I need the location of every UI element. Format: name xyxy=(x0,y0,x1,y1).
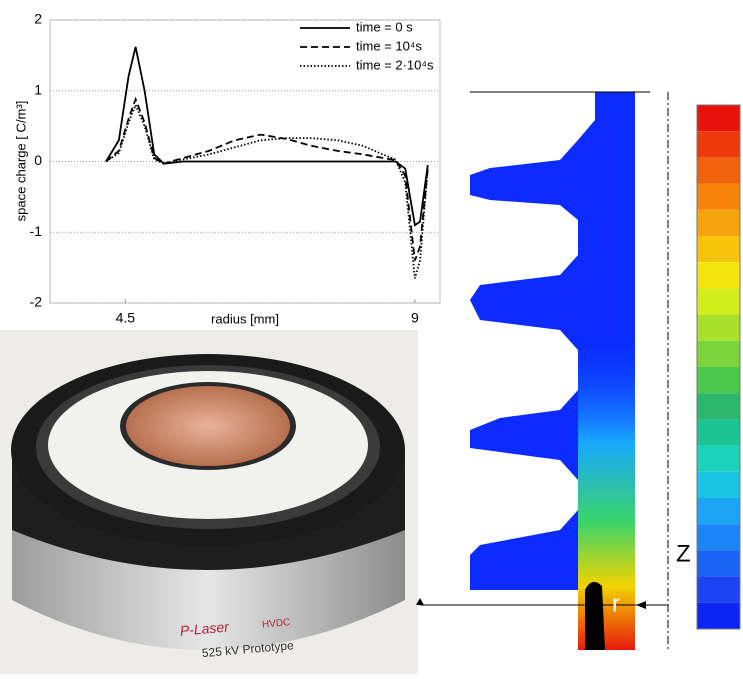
colorbar-band xyxy=(697,524,740,551)
colorbar-band xyxy=(697,157,740,184)
field-hotspot xyxy=(578,330,635,650)
colorbar-band xyxy=(697,209,740,236)
x-axis-label: radius [mm] xyxy=(211,311,279,326)
colorbar-band xyxy=(697,236,740,263)
r-label: r xyxy=(612,590,620,617)
legend-label: time = 2·10⁴s xyxy=(356,57,434,72)
colorbar-band xyxy=(697,262,740,289)
copper-conductor xyxy=(126,386,290,466)
y-axis-label: space charge [ C/m³] xyxy=(13,101,28,222)
z-label: Z xyxy=(676,540,691,567)
colorbar-band xyxy=(697,367,740,394)
legend-label: time = 10⁴s xyxy=(356,38,422,53)
colorbar-band xyxy=(697,576,740,603)
x-tick-label: 9 xyxy=(411,310,419,326)
y-tick-label: 1 xyxy=(34,81,42,97)
y-tick-label: -2 xyxy=(30,294,43,310)
chart: radius [mm] space charge [ C/m³] -2 -1 0 1 2… xyxy=(0,0,462,328)
tag: HVDC xyxy=(262,617,291,630)
legend-label: time = 0 s xyxy=(356,19,413,34)
colorbar-band xyxy=(697,471,740,498)
colorbar-band xyxy=(697,314,740,341)
brand: P-Laser xyxy=(179,618,231,638)
colorbar-frame xyxy=(696,104,741,630)
series-line xyxy=(105,96,429,261)
colorbar-band xyxy=(697,288,740,315)
y-tick-label: 2 xyxy=(34,11,42,27)
colorbar-band xyxy=(697,445,740,472)
conductor xyxy=(585,581,605,650)
colorbar-band xyxy=(697,602,740,629)
colorbar-band xyxy=(697,105,740,132)
arrow xyxy=(636,601,646,609)
series-line xyxy=(105,46,429,227)
simulation-figure: Z r xyxy=(416,91,741,650)
colorbar-band xyxy=(697,419,740,446)
colorbar-band xyxy=(697,183,740,210)
series-line xyxy=(105,102,429,279)
arrow xyxy=(416,598,424,605)
colorbar-band xyxy=(697,131,740,158)
x-tick-label: 4.5 xyxy=(116,310,136,326)
colorbar-band xyxy=(697,393,740,420)
y-tick-label: -1 xyxy=(30,223,43,239)
chart-background xyxy=(0,0,462,328)
colorbar-band xyxy=(697,498,740,525)
colorbar-band xyxy=(697,550,740,577)
y-tick-label: 0 xyxy=(34,152,42,168)
cable-photo: P-Laser HVDC 525 kV Prototype xyxy=(0,330,418,674)
colorbar xyxy=(696,104,741,630)
colorbar-band xyxy=(697,340,740,367)
